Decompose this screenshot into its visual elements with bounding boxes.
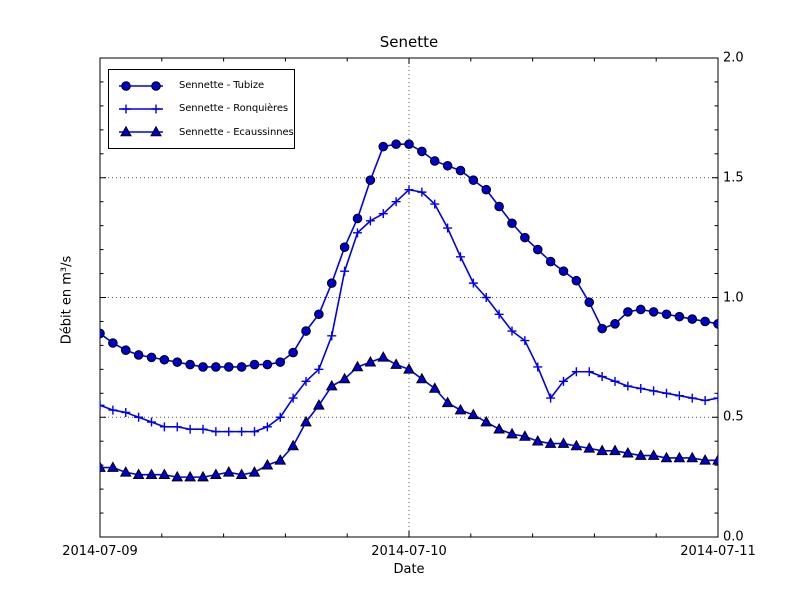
line-circle-marker-icon <box>119 80 163 91</box>
legend-label-ronquieres: Sennette - Ronquières <box>179 103 289 115</box>
chart-title: Senette <box>379 33 439 51</box>
legend: Sennette - Tubize Sennette - Ronquières … <box>108 69 295 149</box>
y-axis-label: Débit en m³/s <box>59 255 75 345</box>
legend-label-tubize: Sennette - Tubize <box>179 80 265 92</box>
legend-label-ecaussinnes: Sennette - Ecaussinnes <box>179 126 294 138</box>
y-tick-label: 0.5 <box>723 409 744 425</box>
y-tick-label: 2.0 <box>723 50 744 66</box>
y-tick-label: 1.0 <box>723 290 744 305</box>
legend-item-tubize: Sennette - Tubize <box>117 77 294 95</box>
legend-item-ronquieres: Sennette - Ronquières <box>117 100 294 118</box>
x-tick-label: 2014-07-09 <box>62 544 138 559</box>
x-tick-label: 2014-07-11 <box>680 544 756 559</box>
line-plus-marker-icon <box>119 104 163 114</box>
y-tick-label: 1.5 <box>723 170 744 186</box>
x-tick-label: 2014-07-10 <box>371 544 447 559</box>
line-triangle-marker-icon <box>119 126 163 137</box>
x-axis-label: Date <box>393 562 425 577</box>
legend-item-ecaussinnes: Sennette - Ecaussinnes <box>117 123 294 141</box>
y-tick-label: 0.0 <box>723 529 744 545</box>
